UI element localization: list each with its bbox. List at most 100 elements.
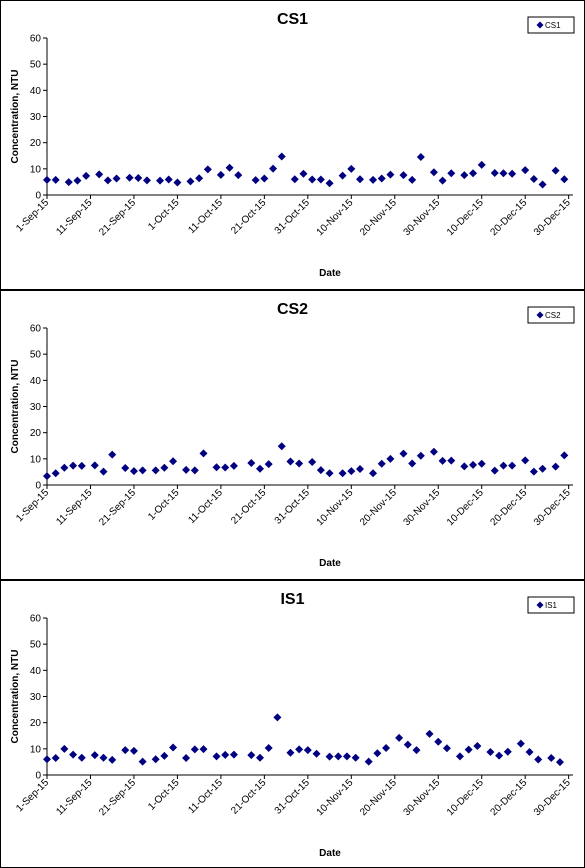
- data-point: [429, 447, 438, 456]
- data-point: [151, 466, 160, 475]
- data-point: [82, 171, 91, 180]
- data-point: [521, 166, 530, 175]
- data-point: [364, 757, 373, 766]
- x-axis-label: Date: [319, 558, 341, 569]
- data-point: [355, 465, 364, 474]
- data-point: [538, 464, 547, 473]
- x-tick-label: 10-Dec-15: [445, 487, 486, 528]
- data-point: [508, 461, 517, 470]
- data-point: [225, 163, 234, 172]
- data-point: [69, 461, 78, 470]
- data-point: [538, 180, 547, 189]
- data-point: [347, 467, 356, 476]
- data-point: [551, 462, 560, 471]
- data-point: [43, 472, 51, 481]
- x-tick-label: 30-Nov-15: [402, 487, 443, 528]
- data-point: [560, 175, 569, 184]
- data-point: [112, 174, 121, 183]
- x-tick-label: 11-Sep-15: [54, 487, 95, 528]
- data-point: [325, 469, 334, 478]
- data-point: [90, 461, 99, 470]
- y-tick-label: 50: [30, 350, 42, 361]
- scatter-chart-cs2: CS2 0 10 20 30 40 50 60 1-Sep-15 11-Sep-15 21-Sep-…: [10, 301, 575, 569]
- data-point: [190, 745, 199, 754]
- data-point: [560, 451, 569, 460]
- data-point: [447, 456, 456, 465]
- data-point: [338, 171, 347, 180]
- data-point: [151, 755, 160, 764]
- x-tick-label: 10-Nov-15: [315, 487, 356, 528]
- legend-box: [527, 306, 575, 324]
- x-tick-label: 10-Dec-15: [445, 197, 486, 238]
- y-tick-label: 50: [30, 60, 42, 71]
- data-point: [442, 744, 451, 753]
- data-point: [273, 713, 282, 722]
- data-point: [299, 169, 308, 178]
- data-point: [199, 745, 208, 754]
- y-tick-label: 40: [30, 86, 42, 97]
- data-point: [64, 178, 73, 187]
- x-tick-label: 21-Sep-15: [97, 197, 138, 238]
- data-point: [43, 175, 51, 184]
- x-tick-label: 20-Dec-15: [489, 777, 530, 818]
- data-point: [277, 442, 286, 451]
- x-tick-label: 11-Oct-15: [186, 777, 225, 816]
- data-point: [212, 752, 221, 761]
- data-point: [43, 755, 51, 764]
- y-tick-label: 60: [30, 324, 42, 335]
- data-point: [103, 176, 112, 185]
- y-tick-label: 0: [35, 771, 41, 782]
- data-point: [99, 753, 108, 762]
- data-point: [264, 744, 273, 753]
- data-point: [129, 467, 138, 476]
- data-point: [464, 745, 473, 754]
- data-point: [403, 740, 412, 749]
- data-point: [490, 169, 499, 178]
- x-tick-label: 31-Oct-15: [273, 777, 313, 817]
- x-tick-label: 1-Oct-15: [146, 487, 182, 523]
- data-point: [369, 175, 378, 184]
- legend-marker-icon: [536, 21, 544, 29]
- x-tick-label: 21-Oct-15: [229, 777, 269, 817]
- x-tick-label: 20-Nov-15: [358, 197, 399, 238]
- data-point: [138, 466, 147, 475]
- y-axis-label: Concentration, NTU: [10, 360, 21, 454]
- y-tick-label: 40: [30, 666, 42, 677]
- data-point: [77, 461, 86, 470]
- x-tick-label: 30-Dec-15: [532, 197, 573, 238]
- data-point: [529, 467, 538, 476]
- y-tick-label: 20: [30, 718, 42, 729]
- data-point: [503, 747, 512, 756]
- x-tick-label: 10-Nov-15: [315, 197, 356, 238]
- chart-title: CS2: [277, 301, 308, 318]
- data-point: [199, 449, 208, 458]
- data-point: [286, 457, 295, 466]
- data-point: [303, 746, 312, 755]
- data-point: [212, 463, 221, 472]
- data-point: [260, 174, 269, 183]
- data-point: [142, 176, 151, 185]
- data-point: [469, 169, 478, 178]
- y-tick-label: 0: [35, 191, 41, 202]
- data-point: [399, 449, 408, 458]
- data-point: [351, 753, 360, 762]
- data-point: [195, 174, 204, 183]
- data-point: [156, 176, 165, 185]
- x-tick-label: 31-Oct-15: [273, 197, 313, 237]
- data-point: [529, 175, 538, 184]
- data-point: [216, 170, 225, 179]
- data-point: [308, 457, 317, 466]
- y-tick-label: 60: [30, 614, 42, 625]
- data-point: [234, 171, 243, 180]
- data-point: [295, 459, 304, 468]
- chart-panel-cs2: CS2 0 10 20 30 40 50 60 1-Sep-15 11-Sep-15 21-Sep-…: [0, 290, 585, 580]
- data-point: [51, 753, 60, 762]
- data-point: [290, 175, 299, 184]
- data-point: [521, 456, 530, 465]
- data-point: [312, 749, 321, 758]
- chart-panel-is1: IS1 0 10 20 30 40 50 60 1-Sep-15 11-Sep-15 21-Sep-…: [0, 580, 585, 868]
- data-point: [51, 175, 60, 184]
- x-tick-label: 21-Oct-15: [229, 487, 269, 527]
- data-point: [108, 755, 117, 764]
- x-tick-label: 30-Nov-15: [402, 777, 443, 818]
